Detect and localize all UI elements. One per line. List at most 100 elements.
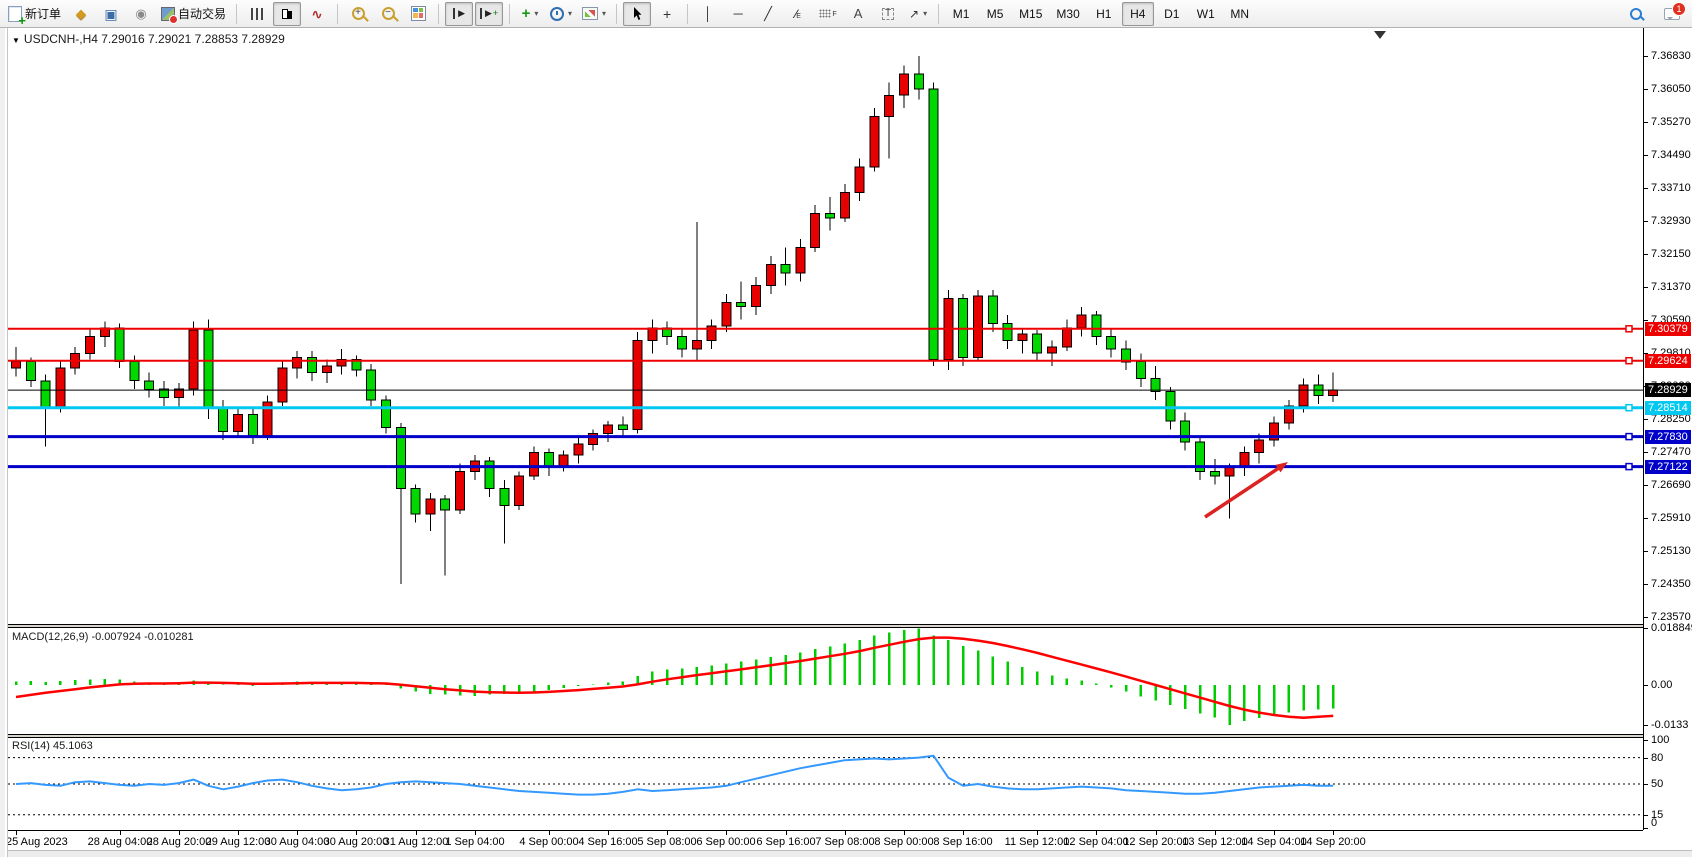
time-tick: [963, 831, 964, 835]
text-button[interactable]: A: [844, 2, 872, 26]
price-tick: [1644, 155, 1648, 156]
timeframe-mn[interactable]: MN: [1224, 2, 1256, 26]
brush-icon: ◆: [76, 6, 87, 21]
chart-shift-marker[interactable]: [1374, 31, 1386, 39]
macd-indicator-label: MACD(12,26,9) -0.007924 -0.010281: [12, 631, 194, 643]
macd-pane-canvas[interactable]: [0, 628, 1643, 734]
time-tick-label: 6 Sep 00:00: [696, 836, 756, 848]
price-tick-label: 7.36830: [1651, 50, 1691, 62]
text-label-button[interactable]: T: [874, 2, 902, 26]
toolbar-right: 1: [1622, 2, 1686, 26]
zoom-out-button[interactable]: [374, 2, 402, 26]
cursor-button[interactable]: [623, 1, 652, 26]
crosshair-button[interactable]: +: [653, 2, 681, 26]
timeframe-h4[interactable]: H4: [1121, 1, 1154, 26]
crosshair-icon: +: [662, 5, 672, 22]
main-chart-canvas[interactable]: [0, 28, 1643, 624]
time-tick-label: 30 Aug 04:00: [264, 836, 330, 848]
text-label-icon: T: [882, 7, 895, 20]
signals-button[interactable]: ◉: [127, 2, 155, 26]
hline-handle: [1625, 403, 1633, 412]
timeframe-m1[interactable]: M1: [945, 2, 977, 26]
shapes-button[interactable]: ↗ ▾: [904, 2, 932, 26]
horizontal-line-button[interactable]: ─: [724, 2, 752, 26]
shapes-icon: ↗: [909, 6, 920, 21]
rsi-tick: [1644, 758, 1648, 759]
time-tick-label: 14 Sep 04:00: [1241, 836, 1307, 848]
chevron-down-icon: ▾: [602, 9, 607, 18]
time-tick: [845, 831, 846, 835]
trendline-button[interactable]: ╱: [754, 2, 782, 26]
window-bottom-edge: [0, 850, 1692, 857]
chevron-down-icon: ▾: [534, 9, 539, 18]
fibonacci-button[interactable]: ∕∕ E: [784, 2, 812, 26]
timeframe-m15[interactable]: M15: [1013, 2, 1048, 26]
tile-icon: [410, 6, 426, 21]
tile-windows-button[interactable]: [404, 2, 432, 26]
fibo-grid-button[interactable]: F: [814, 2, 842, 26]
toolbar: 新订单◆▣◉自动交易∿▶▶+▾▾▾+│─╱∕∕EFAT↗▾M1M5M15M30H…: [0, 0, 1692, 28]
rsi-tick: [1644, 828, 1648, 829]
notification-badge: 1: [1672, 2, 1686, 16]
rsi-indicator-label: RSI(14) 45.1063: [12, 740, 93, 752]
templates-button[interactable]: ▾: [578, 2, 610, 26]
zoom-in-button[interactable]: [344, 2, 372, 26]
rsi-tick-label: 100: [1651, 734, 1670, 746]
timeframe-d1[interactable]: D1: [1156, 2, 1188, 26]
price-tick: [1644, 254, 1648, 255]
time-tick-label: 30 Aug 20:00: [323, 836, 389, 848]
trendline-icon: ╱: [764, 6, 772, 21]
chart-collapse-arrow-icon[interactable]: ▼: [12, 36, 20, 45]
time-tick: [416, 831, 417, 835]
chart-shift-button[interactable]: ▶: [475, 1, 504, 26]
price-level-tag: 7.30379: [1645, 322, 1691, 336]
time-tick-label: 8 Sep 00:00: [874, 836, 934, 848]
autotrading-button[interactable]: 自动交易: [157, 2, 230, 26]
terminal-button[interactable]: ▣: [97, 2, 125, 26]
auto-scroll-button[interactable]: ▶: [445, 1, 474, 26]
signals-icon: ◉: [135, 6, 147, 21]
candle-chart-button[interactable]: [273, 1, 302, 26]
styler-button[interactable]: ◆: [67, 2, 95, 26]
time-tick: [1156, 831, 1157, 835]
price-level-tag: 7.29624: [1645, 354, 1691, 368]
hline-handle: [1625, 432, 1633, 441]
price-tick: [1644, 617, 1648, 618]
indicators-icon: +: [521, 5, 531, 22]
pane-splitter-rsi[interactable]: [0, 734, 1643, 738]
toolbar-separator: [938, 3, 940, 24]
time-tick: [16, 831, 17, 835]
price-level-tag: 7.28514: [1645, 401, 1691, 415]
rsi-tick: [1644, 815, 1648, 816]
indicators-button[interactable]: + ▾: [516, 2, 544, 26]
toolbar-separator: [616, 3, 618, 24]
price-tick-label: 7.35270: [1651, 116, 1691, 128]
macd-tick: [1644, 685, 1648, 686]
rsi-pane-canvas[interactable]: [0, 738, 1643, 830]
time-axis[interactable]: 25 Aug 2023 28 Aug 04:00 28 Aug 20:00 29 Au…: [0, 830, 1643, 850]
window-left-edge: [0, 28, 8, 857]
pane-splitter-macd[interactable]: [0, 624, 1643, 628]
price-tick: [1644, 452, 1648, 453]
search-button[interactable]: [1622, 2, 1650, 26]
timeframe-m5[interactable]: M5: [979, 2, 1011, 26]
price-tick: [1644, 419, 1648, 420]
notifications-button[interactable]: 1: [1658, 2, 1686, 26]
time-tick: [238, 831, 239, 835]
new-order-button[interactable]: 新订单: [4, 2, 65, 27]
time-tick-label: 7 Sep 08:00: [815, 836, 875, 848]
timeframe-m30[interactable]: M30: [1050, 2, 1085, 26]
candles-icon: [281, 7, 294, 21]
vertical-line-button[interactable]: │: [694, 2, 722, 26]
search-icon: [1630, 8, 1642, 20]
price-tick: [1644, 485, 1648, 486]
bar-chart-button[interactable]: [243, 2, 271, 26]
timeframe-h1[interactable]: H1: [1088, 2, 1120, 26]
periods-button[interactable]: ▾: [546, 2, 576, 26]
line-chart-button[interactable]: ∿: [303, 2, 331, 26]
chart-title: ▼ USDCNH-,H4 7.29016 7.29021 7.28853 7.28…: [12, 32, 285, 46]
trend-arrow-annotation[interactable]: [1204, 462, 1288, 519]
price-axis[interactable]: 7.36830 7.36050 7.35270 7.34490 7.33710 7.329…: [1643, 28, 1692, 830]
timeframe-w1[interactable]: W1: [1190, 2, 1222, 26]
horizontal-lines[interactable]: [8, 325, 1643, 471]
